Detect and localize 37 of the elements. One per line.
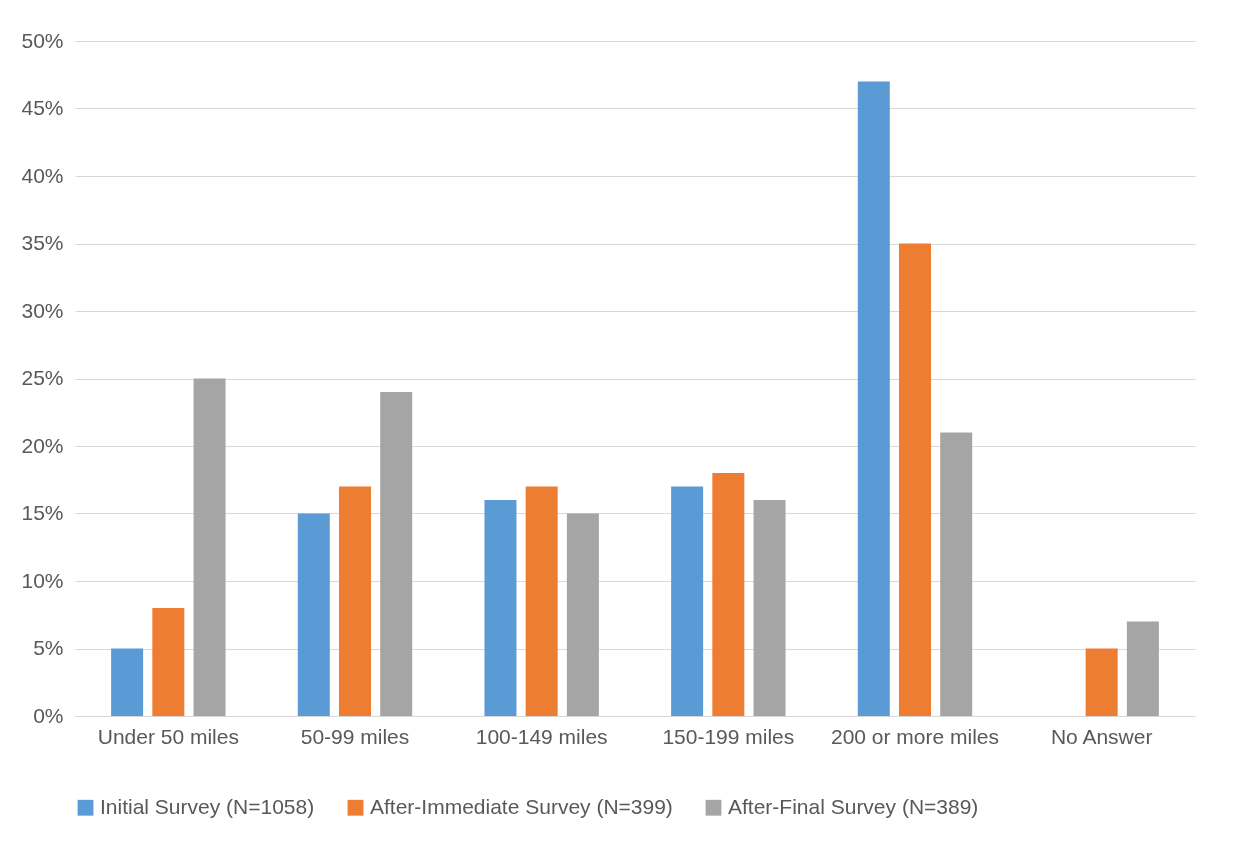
y-tick-label: 30% [21,298,64,322]
bar [525,486,558,716]
y-tick-label: 15% [21,501,64,524]
y-tick-label: 45% [21,96,64,119]
y-tick-label: 50% [21,28,64,52]
x-tick-label: No Answer [1050,724,1153,748]
bar [111,648,144,716]
y-tick-label: 5% [33,636,64,659]
y-tick-label: 25% [21,366,64,389]
bar [671,486,704,716]
bar [753,500,786,716]
x-tick-label: 200 or more miles [830,724,1000,748]
x-tick-label: Under 50 miles [97,724,239,748]
bar [899,243,931,716]
x-tick-label: 100-149 miles [475,724,608,748]
bar [339,486,371,716]
y-tick-label: 20% [21,433,64,457]
bar [297,513,330,716]
x-tick-label: 50-99 miles [300,724,410,748]
bar [152,608,185,716]
bar [1126,621,1159,716]
y-tick-label: 40% [21,163,64,187]
bar [712,473,745,716]
y-tick-label: 0% [33,703,64,727]
y-tick-label: 35% [21,231,64,254]
bar [380,392,413,716]
y-tick-label: 10% [21,568,64,592]
bar [566,513,599,716]
x-tick-label: 150-199 miles [662,724,795,748]
legend-label: After-Final Survey (N=389) [728,794,979,818]
bar [940,432,973,716]
legend-label: Initial Survey (N=1058) [100,794,315,818]
bar [1085,648,1118,716]
bar [484,500,517,716]
legend-label: After-Immediate Survey (N=399) [370,794,673,818]
bar [193,378,226,716]
bar [857,81,890,716]
